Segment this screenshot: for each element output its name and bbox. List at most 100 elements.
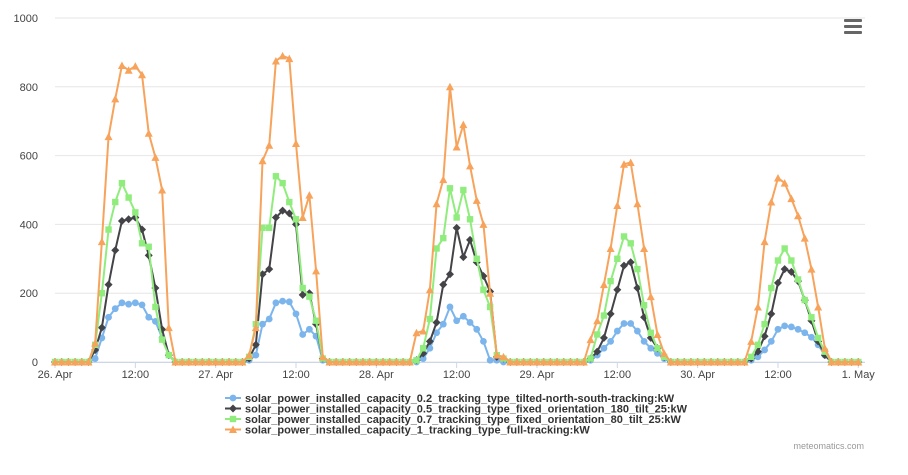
data-point[interactable] xyxy=(298,213,307,222)
data-point[interactable] xyxy=(801,329,809,337)
data-point[interactable] xyxy=(306,293,313,300)
legend-marker[interactable] xyxy=(229,404,237,413)
data-point[interactable] xyxy=(251,340,260,349)
data-point[interactable] xyxy=(673,358,682,366)
data-point[interactable] xyxy=(97,237,106,246)
legend-item[interactable]: solar_power_installed_capacity_0.7_track… xyxy=(225,414,682,426)
legend-item[interactable]: solar_power_installed_capacity_0.2_track… xyxy=(225,393,675,405)
data-point[interactable] xyxy=(272,299,280,307)
data-point[interactable] xyxy=(259,224,266,232)
data-point[interactable] xyxy=(138,301,146,309)
series-line[interactable] xyxy=(55,300,859,363)
data-point[interactable] xyxy=(733,358,742,366)
data-point[interactable] xyxy=(165,351,173,359)
data-point[interactable] xyxy=(292,310,300,318)
data-point[interactable] xyxy=(77,358,86,366)
data-point[interactable] xyxy=(419,355,427,362)
data-point[interactable] xyxy=(312,317,320,324)
data-point[interactable] xyxy=(634,265,641,273)
data-point[interactable] xyxy=(606,309,615,318)
data-point[interactable] xyxy=(760,237,769,246)
data-point[interactable] xyxy=(279,297,287,305)
data-point[interactable] xyxy=(278,206,287,215)
data-point[interactable] xyxy=(633,327,641,335)
data-point[interactable] xyxy=(787,194,796,203)
data-point[interactable] xyxy=(305,325,313,333)
data-point[interactable] xyxy=(84,358,93,366)
data-point[interactable] xyxy=(279,179,286,187)
data-point[interactable] xyxy=(466,161,475,170)
data-point[interactable] xyxy=(620,160,629,168)
data-point[interactable] xyxy=(265,265,274,274)
data-point[interactable] xyxy=(761,346,768,354)
data-point[interactable] xyxy=(285,209,294,218)
data-point[interactable] xyxy=(238,358,247,366)
data-point[interactable] xyxy=(453,214,460,221)
data-point[interactable] xyxy=(653,330,662,338)
data-point[interactable] xyxy=(607,337,615,345)
data-point[interactable] xyxy=(365,358,374,366)
data-point[interactable] xyxy=(291,139,300,148)
data-point[interactable] xyxy=(298,290,307,299)
data-point[interactable] xyxy=(345,358,354,366)
data-point[interactable] xyxy=(446,303,454,311)
data-point[interactable] xyxy=(258,270,267,279)
data-point[interactable] xyxy=(640,302,648,309)
chart-menu-button[interactable] xyxy=(840,16,866,38)
data-point[interactable] xyxy=(151,153,160,161)
data-point[interactable] xyxy=(271,57,280,65)
data-point[interactable] xyxy=(112,198,119,206)
data-point[interactable] xyxy=(693,358,702,366)
data-point[interactable] xyxy=(801,296,808,304)
data-point[interactable] xyxy=(432,318,441,327)
data-point[interactable] xyxy=(211,358,220,366)
data-point[interactable] xyxy=(827,358,836,366)
data-point[interactable] xyxy=(600,312,608,319)
data-point[interactable] xyxy=(473,255,480,262)
data-point[interactable] xyxy=(104,132,113,141)
data-point[interactable] xyxy=(57,358,66,366)
data-point[interactable] xyxy=(627,320,635,327)
data-point[interactable] xyxy=(459,312,467,320)
data-point[interactable] xyxy=(252,351,260,359)
data-point[interactable] xyxy=(788,257,795,264)
data-point[interactable] xyxy=(773,278,782,287)
data-point[interactable] xyxy=(499,352,508,361)
data-point[interactable] xyxy=(225,358,234,366)
data-point[interactable] xyxy=(753,302,762,311)
data-point[interactable] xyxy=(439,320,447,328)
series-line[interactable] xyxy=(55,209,859,363)
data-point[interactable] xyxy=(814,334,822,342)
data-point[interactable] xyxy=(105,226,112,233)
data-point[interactable] xyxy=(566,358,575,366)
data-point[interactable] xyxy=(178,358,187,366)
data-point[interactable] xyxy=(466,235,475,244)
legend-marker[interactable] xyxy=(229,415,237,423)
data-point[interactable] xyxy=(720,358,729,366)
data-point[interactable] xyxy=(767,337,775,345)
data-point[interactable] xyxy=(613,201,622,209)
data-point[interactable] xyxy=(358,358,367,366)
data-point[interactable] xyxy=(299,284,306,292)
data-point[interactable] xyxy=(299,331,307,338)
data-point[interactable] xyxy=(519,358,528,366)
data-point[interactable] xyxy=(754,353,762,361)
data-point[interactable] xyxy=(372,358,381,366)
data-point[interactable] xyxy=(774,325,782,333)
series-line[interactable] xyxy=(55,175,859,363)
data-point[interactable] xyxy=(198,358,207,366)
data-point[interactable] xyxy=(666,358,675,366)
data-point[interactable] xyxy=(433,245,440,252)
data-point[interactable] xyxy=(594,331,601,338)
data-point[interactable] xyxy=(399,358,408,366)
data-point[interactable] xyxy=(613,327,621,335)
data-point[interactable] xyxy=(512,358,521,366)
data-point[interactable] xyxy=(445,82,454,91)
data-point[interactable] xyxy=(51,358,59,366)
data-point[interactable] xyxy=(807,265,816,273)
data-point[interactable] xyxy=(686,358,695,366)
data-point[interactable] xyxy=(781,245,788,252)
data-point[interactable] xyxy=(413,357,420,364)
data-point[interactable] xyxy=(773,173,782,182)
data-point[interactable] xyxy=(480,286,487,293)
